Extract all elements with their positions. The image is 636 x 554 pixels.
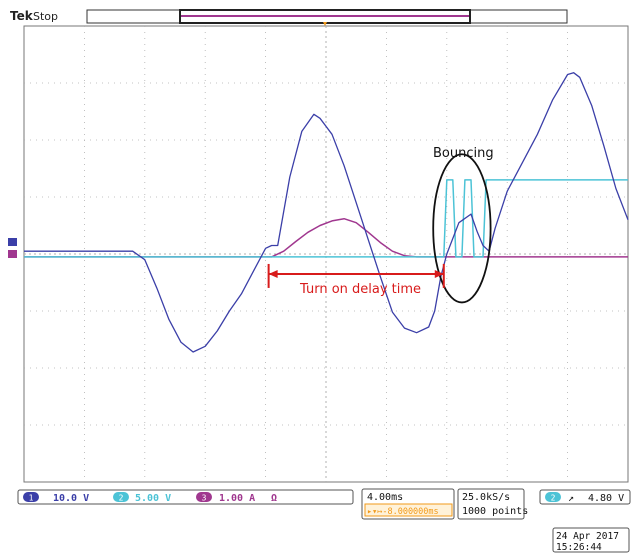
ch3-ground-marker [8, 250, 17, 258]
timebase-value: 4.00ms [367, 492, 403, 503]
ch2-readout[interactable]: 2 5.00 V [113, 492, 171, 504]
ch2-number: 2 [119, 494, 124, 503]
trigger-source-badge [545, 492, 561, 502]
bouncing-circle [432, 153, 492, 304]
brand-label: Tek [10, 9, 34, 23]
ch2-trace [24, 179, 628, 258]
acquisition-box[interactable] [457, 488, 525, 520]
delay-arrow-right-head [434, 269, 444, 278]
ch3-trace [24, 217, 628, 258]
waveform-plot [23, 25, 629, 483]
delay-arrow [267, 263, 445, 288]
ch3-number: 3 [202, 494, 207, 503]
timestamp-box [552, 527, 630, 553]
trigger-readout-box[interactable] [539, 489, 631, 505]
ch3-readout[interactable]: 3 1.00 A Ω [196, 492, 277, 504]
capture-date: 24 Apr 2017 [556, 531, 619, 542]
delay-label: Turn on delay time [299, 282, 421, 297]
channel-readout-bar [17, 489, 354, 505]
ch1-ground-marker [8, 238, 17, 246]
trigger-slope-icon: ↗ [568, 493, 574, 504]
traces [24, 72, 629, 353]
trigger-source: 2 [551, 494, 556, 503]
delay-arrow-left-head [268, 269, 278, 278]
ch1-scale: 10.0 V [53, 493, 89, 504]
bouncing-label: Bouncing [433, 146, 494, 161]
trigger-level: 4.80 V [588, 493, 624, 504]
capture-time: 15:26:44 [556, 542, 602, 553]
ch2-scale: 5.00 V [135, 493, 171, 504]
trigger-position-marker [323, 22, 327, 26]
ch3-scale: 1.00 A [219, 493, 255, 504]
ch1-trace [24, 72, 629, 353]
record-length: 1000 points [462, 506, 528, 517]
trigger-position-value: ▸▾↦-8.000000ms [367, 507, 439, 517]
ch1-number: 1 [29, 494, 34, 503]
sample-rate: 25.0kS/s [462, 492, 510, 503]
ch3-unit: Ω [271, 493, 277, 504]
run-status: Stop [33, 10, 58, 23]
ch1-readout[interactable]: 1 10.0 V [23, 492, 89, 504]
trigger-position-field [364, 503, 453, 517]
